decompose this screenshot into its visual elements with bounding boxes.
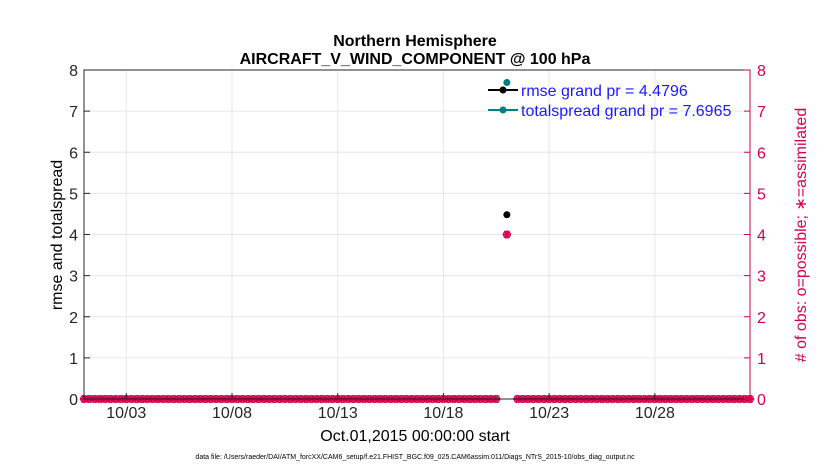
y-right-tick-label: 8 (757, 63, 766, 80)
y-right-tick-label: 4 (757, 228, 766, 245)
y-tick-label: 5 (69, 186, 78, 203)
y-tick-label: 2 (69, 310, 78, 327)
legend-totalspread-label: totalspread grand pr = 7.6965 (521, 103, 731, 120)
legend-rmse-marker (499, 86, 507, 94)
y-right-tick-label: 5 (757, 186, 766, 203)
y-right-tick-label: 2 (757, 310, 766, 327)
y-right-tick-label: 6 (757, 145, 766, 162)
chart-title: Northern Hemisphere (333, 33, 497, 50)
x-tick-label: 10/18 (423, 405, 463, 422)
y-tick-label: 4 (69, 228, 78, 245)
y-right-tick-label: 7 (757, 104, 766, 121)
y-tick-label: 7 (69, 104, 78, 121)
y-tick-label: 8 (69, 63, 78, 80)
y-tick-label: 1 (69, 351, 78, 368)
x-axis-ticks: 10/03 10/08 10/13 10/18 10/23 10/28 (106, 393, 675, 422)
x-tick-label: 10/13 (318, 405, 358, 422)
footnote: data file: /Users/raeder/DAI/ATM_forcXX/… (195, 454, 635, 461)
y-tick-label: 3 (69, 269, 78, 286)
legend: rmse grand pr = 4.4796 totalspread grand… (488, 83, 731, 120)
y-right-tick-label: 3 (757, 269, 766, 286)
totalspread-point (503, 78, 511, 86)
y-axis-label: rmse and totalspread (49, 160, 66, 310)
data-points (502, 78, 512, 239)
legend-totalspread-marker (499, 106, 507, 114)
x-tick-label: 10/03 (106, 405, 146, 422)
x-tick-label: 10/08 (212, 405, 252, 422)
x-axis-label: Oct.01,2015 00:00:00 start (320, 428, 510, 445)
rmse-point (503, 211, 511, 219)
x-tick-label: 10/28 (635, 405, 675, 422)
y-axis-ticks: 0 1 2 3 4 5 6 7 8 (69, 63, 90, 409)
y-right-axis-ticks: 0 1 2 3 4 5 6 7 8 (744, 63, 766, 409)
x-tick-label: 10/23 (529, 405, 569, 422)
y-right-tick-label: 0 (757, 392, 766, 409)
legend-rmse-label: rmse grand pr = 4.4796 (521, 83, 688, 100)
y-right-tick-label: 1 (757, 351, 766, 368)
chart-subtitle: AIRCRAFT_V_WIND_COMPONENT @ 100 hPa (240, 51, 591, 68)
y-tick-label: 0 (69, 392, 78, 409)
y-right-axis-label: # of obs: o=possible; ∗=assimilated (793, 108, 810, 362)
obs-assimilated-point (502, 230, 512, 239)
y-tick-label: 6 (69, 145, 78, 162)
